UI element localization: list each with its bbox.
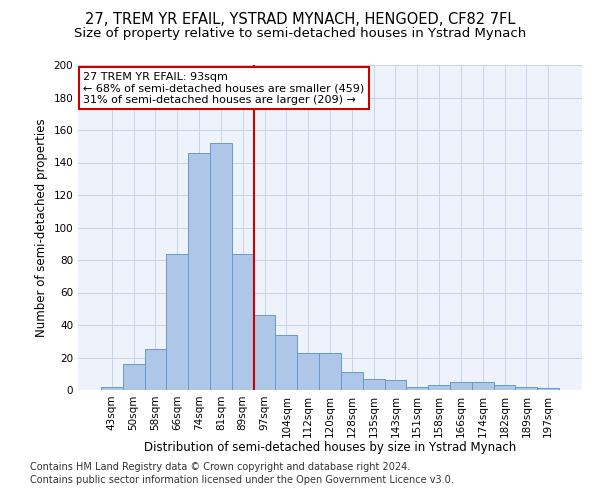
Bar <box>210 143 232 390</box>
Bar <box>123 364 145 390</box>
Bar <box>275 335 297 390</box>
Bar <box>406 387 428 390</box>
Bar <box>385 380 406 390</box>
Bar <box>515 387 537 390</box>
Bar <box>145 350 166 390</box>
Bar <box>319 352 341 390</box>
Bar <box>537 388 559 390</box>
Bar <box>428 385 450 390</box>
Text: Size of property relative to semi-detached houses in Ystrad Mynach: Size of property relative to semi-detach… <box>74 28 526 40</box>
Bar <box>297 352 319 390</box>
Text: 27, TREM YR EFAIL, YSTRAD MYNACH, HENGOED, CF82 7FL: 27, TREM YR EFAIL, YSTRAD MYNACH, HENGOE… <box>85 12 515 28</box>
Bar <box>254 316 275 390</box>
Bar <box>450 382 472 390</box>
Bar <box>341 372 363 390</box>
Text: Contains HM Land Registry data © Crown copyright and database right 2024.: Contains HM Land Registry data © Crown c… <box>30 462 410 472</box>
Bar <box>472 382 494 390</box>
Bar <box>494 385 515 390</box>
Bar <box>101 387 123 390</box>
Bar <box>363 378 385 390</box>
Bar <box>166 254 188 390</box>
X-axis label: Distribution of semi-detached houses by size in Ystrad Mynach: Distribution of semi-detached houses by … <box>144 441 516 454</box>
Text: Contains public sector information licensed under the Open Government Licence v3: Contains public sector information licen… <box>30 475 454 485</box>
Bar <box>188 153 210 390</box>
Y-axis label: Number of semi-detached properties: Number of semi-detached properties <box>35 118 48 337</box>
Text: 27 TREM YR EFAIL: 93sqm
← 68% of semi-detached houses are smaller (459)
31% of s: 27 TREM YR EFAIL: 93sqm ← 68% of semi-de… <box>83 72 364 104</box>
Bar <box>232 254 254 390</box>
